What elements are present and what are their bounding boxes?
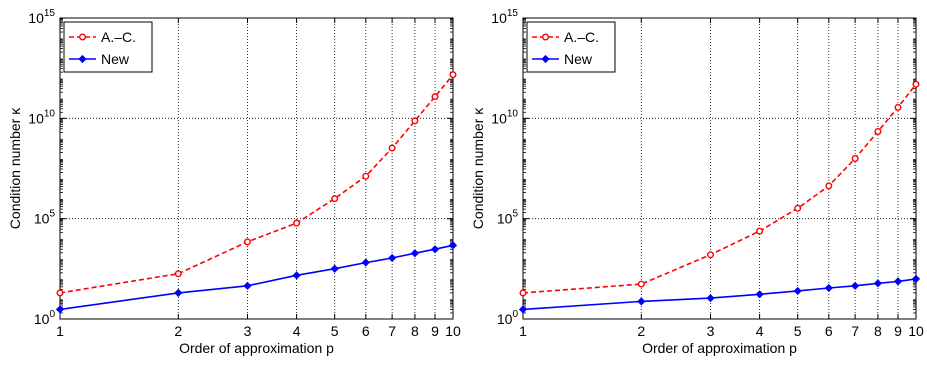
- data-point: [293, 219, 301, 227]
- x-tick-label: 4: [293, 323, 301, 339]
- x-tick-label: 10: [908, 323, 924, 339]
- x-tick-label: 7: [851, 323, 859, 339]
- y-tick-label: 100: [497, 309, 519, 327]
- series-line: [59, 244, 454, 311]
- x-tick-label: 2: [637, 323, 645, 339]
- data-point: [518, 305, 528, 314]
- data-point: [756, 227, 764, 235]
- x-tick-label: 9: [431, 323, 439, 339]
- x-tick-label: 6: [362, 323, 370, 339]
- data-point: [361, 258, 370, 267]
- data-point: [851, 154, 859, 162]
- series-2: [55, 241, 458, 314]
- x-tick-label: 4: [756, 323, 764, 339]
- legend: A.–C. New: [63, 21, 153, 73]
- series-1: [56, 71, 457, 297]
- legend-label: New: [564, 51, 593, 67]
- data-point: [55, 305, 65, 314]
- series-line: [59, 74, 454, 294]
- legend-label: A.–C.: [564, 29, 599, 45]
- x-axis-label: Order of approximation p: [642, 340, 797, 356]
- data-point: [56, 289, 64, 297]
- x-tick-label: 3: [244, 323, 252, 339]
- axes-frame: [59, 17, 454, 320]
- data-point: [794, 204, 802, 212]
- legend: A.–C. New: [526, 21, 616, 73]
- data-point: [637, 280, 645, 288]
- data-point: [331, 195, 339, 203]
- y-tick-label: 100: [34, 309, 56, 327]
- data-point: [824, 283, 833, 293]
- series-line: [522, 278, 917, 311]
- data-point: [894, 103, 902, 111]
- data-point: [243, 281, 252, 290]
- x-tick-label: 8: [874, 323, 882, 339]
- data-point: [330, 264, 339, 273]
- y-tick-label: 105: [497, 209, 519, 227]
- data-point: [707, 251, 715, 259]
- data-point: [448, 241, 458, 250]
- data-point: [292, 271, 301, 280]
- chart-panel-1: 1 2 3 4 5 6 7 8 9 10 100 105 1010 1015 Order of approx…: [7, 8, 461, 356]
- legend-marker: [78, 54, 87, 64]
- legend-marker: [78, 33, 86, 41]
- data-point: [893, 277, 903, 286]
- data-point: [174, 288, 183, 297]
- y-axis-label: Condition number κ: [470, 107, 486, 229]
- data-point: [411, 117, 419, 125]
- legend-box: [63, 21, 153, 73]
- y-tick-label: 1010: [28, 108, 55, 126]
- data-point: [449, 71, 457, 79]
- x-tick-label: 9: [894, 323, 902, 339]
- x-tick-label: 7: [388, 323, 396, 339]
- data-point: [388, 253, 397, 263]
- data-point: [430, 245, 440, 254]
- data-point: [825, 182, 833, 190]
- series-1: [519, 80, 920, 297]
- data-point: [362, 172, 370, 180]
- x-tick-label: 8: [411, 323, 419, 339]
- x-tick-label: 1: [56, 323, 64, 339]
- data-point: [793, 286, 802, 296]
- data-point: [431, 93, 439, 101]
- series-2: [518, 274, 921, 314]
- data-point: [874, 128, 882, 136]
- legend-box: [526, 21, 616, 73]
- data-point: [410, 249, 420, 258]
- data-point: [912, 80, 920, 88]
- chart-panel-2: 1 2 3 4 5 6 7 8 9 10 100 105 1010 1015 Order of approx…: [470, 8, 924, 356]
- data-point: [911, 274, 921, 283]
- y-tick-label: 105: [34, 209, 56, 227]
- legend-label: A.–C.: [101, 29, 136, 45]
- data-point: [637, 297, 646, 306]
- data-point: [851, 281, 860, 290]
- data-point: [388, 144, 396, 152]
- x-tick-label: 2: [174, 323, 182, 339]
- x-tick-label: 10: [445, 323, 461, 339]
- y-axis-label: Condition number κ: [7, 107, 23, 229]
- data-point: [244, 238, 252, 246]
- legend-label: New: [101, 51, 130, 67]
- y-tick-label: 1015: [491, 8, 518, 26]
- data-point: [519, 289, 527, 297]
- data-point: [873, 279, 883, 288]
- axes-frame: [522, 17, 917, 320]
- x-tick-label: 5: [331, 323, 339, 339]
- legend-marker: [542, 33, 550, 41]
- x-tick-label: 1: [519, 323, 527, 339]
- data-point: [174, 270, 182, 278]
- x-axis-label: Order of approximation p: [179, 340, 334, 356]
- y-tick-label: 1015: [28, 8, 55, 26]
- x-tick-label: 6: [825, 323, 833, 339]
- x-tick-label: 3: [707, 323, 715, 339]
- series-line: [522, 83, 917, 294]
- data-point: [755, 290, 764, 299]
- legend-marker: [541, 54, 550, 64]
- y-tick-label: 1010: [491, 108, 518, 126]
- x-tick-label: 5: [794, 323, 802, 339]
- data-point: [706, 293, 715, 303]
